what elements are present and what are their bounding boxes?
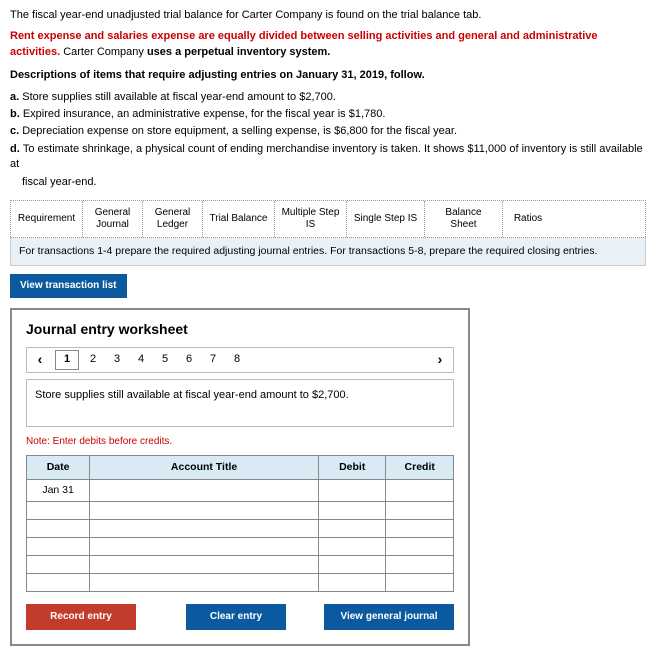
cell-credit[interactable] (386, 537, 454, 555)
desc-heading: Descriptions of items that require adjus… (10, 68, 646, 83)
view-transaction-button[interactable]: View transaction list (10, 274, 127, 298)
cell-acct[interactable] (90, 537, 319, 555)
pager-page-1[interactable]: 1 (55, 350, 79, 370)
descriptions-block: Descriptions of items that require adjus… (10, 68, 646, 190)
entry-prompt: Store supplies still available at fiscal… (26, 379, 454, 427)
tab-requirement[interactable]: Requirement (11, 201, 83, 237)
instruction-bar: For transactions 1-4 prepare the require… (10, 237, 646, 266)
view-general-journal-button[interactable]: View general journal (324, 604, 454, 630)
tab-multiple-step-is[interactable]: Multiple Step IS (275, 201, 347, 237)
col-credit: Credit (386, 456, 454, 480)
button-row: Record entry Clear entry View general jo… (26, 604, 454, 630)
journal-grid: Date Account Title Debit Credit Jan 31 (26, 455, 454, 591)
pager-prev-icon[interactable]: ‹ (27, 348, 53, 372)
tab-bar: RequirementGeneral JournalGeneral Ledger… (10, 200, 646, 237)
pager-page-6[interactable]: 6 (177, 348, 201, 372)
cell-acct[interactable] (90, 501, 319, 519)
record-entry-button[interactable]: Record entry (26, 604, 136, 630)
desc-a: a. Store supplies still available at fis… (10, 90, 646, 105)
cell-credit[interactable] (386, 479, 454, 501)
table-row: Jan 31 (27, 479, 454, 501)
pager-page-7[interactable]: 7 (201, 348, 225, 372)
desc-c: c. Depreciation expense on store equipme… (10, 124, 646, 139)
pager-page-4[interactable]: 4 (129, 348, 153, 372)
cell-debit[interactable] (318, 573, 386, 591)
tab-ratios[interactable]: Ratios (503, 201, 553, 237)
cell-credit[interactable] (386, 501, 454, 519)
pager-page-2[interactable]: 2 (81, 348, 105, 372)
col-debit: Debit (318, 456, 386, 480)
cell-acct[interactable] (90, 479, 319, 501)
pager-page-5[interactable]: 5 (153, 348, 177, 372)
cell-acct[interactable] (90, 555, 319, 573)
desc-b: b. Expired insurance, an administrative … (10, 107, 646, 122)
col-date: Date (27, 456, 90, 480)
clear-entry-button[interactable]: Clear entry (186, 604, 286, 630)
tab-balance-sheet[interactable]: Balance Sheet (425, 201, 503, 237)
table-row (27, 555, 454, 573)
cell-date[interactable] (27, 501, 90, 519)
intro-bold: uses a perpetual inventory system. (147, 46, 330, 58)
intro-rest: Carter Company (60, 46, 147, 58)
desc-d: d. To estimate shrinkage, a physical cou… (10, 142, 646, 173)
cell-acct[interactable] (90, 573, 319, 591)
tab-general-ledger[interactable]: General Ledger (143, 201, 203, 237)
cell-date[interactable]: Jan 31 (27, 479, 90, 501)
table-row (27, 519, 454, 537)
pager-next-icon[interactable]: › (427, 348, 453, 372)
cell-date[interactable] (27, 519, 90, 537)
desc-d2: fiscal year-end. (10, 175, 646, 190)
pager: ‹ 12345678 › (26, 347, 454, 373)
cell-debit[interactable] (318, 555, 386, 573)
note-text: Note: Enter debits before credits. (26, 435, 454, 449)
cell-credit[interactable] (386, 573, 454, 591)
cell-credit[interactable] (386, 519, 454, 537)
tab-general-journal[interactable]: General Journal (83, 201, 143, 237)
table-row (27, 537, 454, 555)
intro-block: The fiscal year-end unadjusted trial bal… (10, 8, 646, 60)
cell-debit[interactable] (318, 519, 386, 537)
table-row (27, 573, 454, 591)
journal-worksheet: Journal entry worksheet ‹ 12345678 › Sto… (10, 308, 470, 646)
worksheet-title: Journal entry worksheet (26, 320, 454, 340)
col-acct: Account Title (90, 456, 319, 480)
cell-debit[interactable] (318, 501, 386, 519)
cell-date[interactable] (27, 555, 90, 573)
cell-debit[interactable] (318, 537, 386, 555)
cell-acct[interactable] (90, 519, 319, 537)
tab-trial-balance[interactable]: Trial Balance (203, 201, 275, 237)
pager-page-8[interactable]: 8 (225, 348, 249, 372)
intro-line1: The fiscal year-end unadjusted trial bal… (10, 8, 646, 23)
intro-line2: Rent expense and salaries expense are eq… (10, 29, 646, 60)
cell-date[interactable] (27, 573, 90, 591)
table-row (27, 501, 454, 519)
cell-debit[interactable] (318, 479, 386, 501)
cell-credit[interactable] (386, 555, 454, 573)
tab-single-step-is[interactable]: Single Step IS (347, 201, 425, 237)
cell-date[interactable] (27, 537, 90, 555)
pager-page-3[interactable]: 3 (105, 348, 129, 372)
